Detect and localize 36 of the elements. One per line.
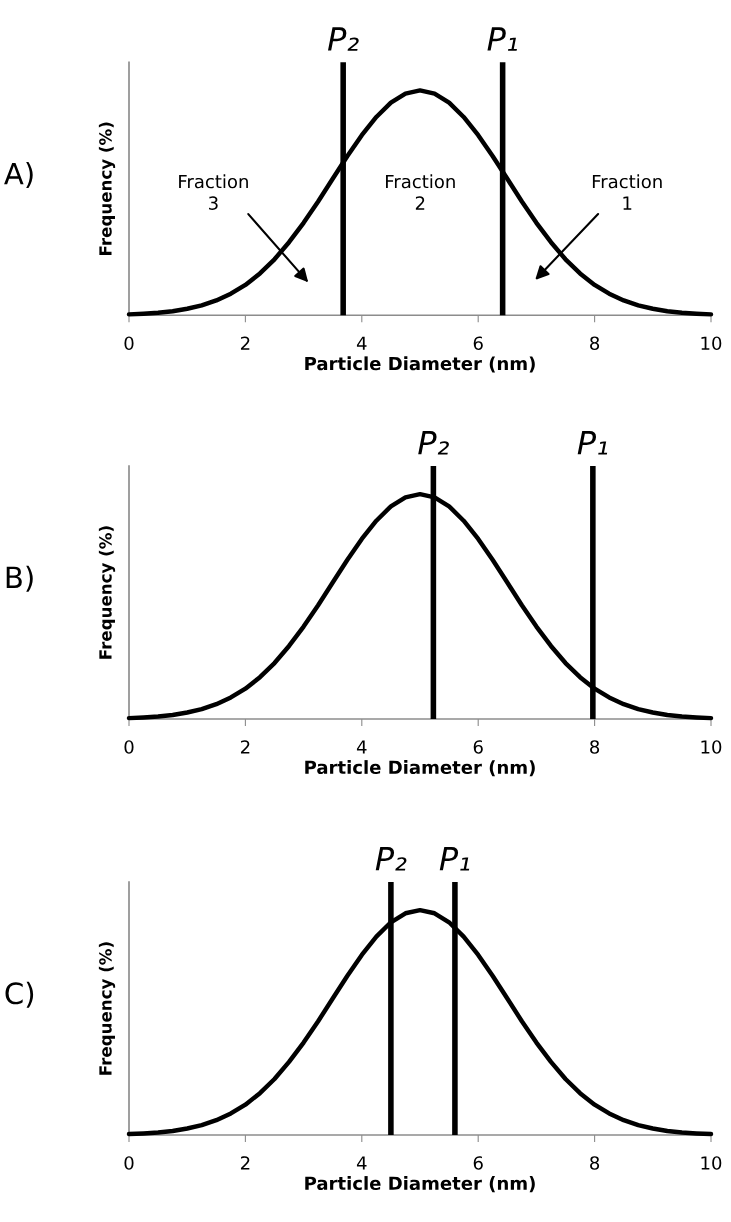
x-tick-label: 0 [124, 1156, 134, 1170]
y-axis-title: Frequency (%) [98, 942, 116, 1075]
x-tick-label: 10 [701, 1156, 722, 1170]
ref-line-label: P₁ [439, 847, 470, 871]
x-tick-label: 4 [356, 1156, 367, 1170]
text: B) [6, 565, 33, 592]
y-axis-title: Frequency (%) [98, 122, 116, 255]
annotation: Fraction 2 [386, 174, 455, 210]
ref-line-label: P₂ [375, 847, 407, 871]
x-tick-label: 10 [701, 740, 722, 754]
x-tick-label: 4 [356, 740, 367, 754]
x-tick-label: 2 [240, 1156, 250, 1170]
ref-line-label: P₁ [577, 431, 608, 455]
annotation: Fraction 1 [592, 174, 662, 210]
x-tick-label: 0 [124, 336, 134, 351]
x-axis-title: Particle Diameter (nm) [305, 760, 535, 777]
x-tick-label: 6 [473, 740, 483, 754]
y-axis-title: Frequency (%) [98, 526, 116, 659]
x-axis-title: Particle Diameter (nm) [305, 356, 535, 373]
x-tick-label: 6 [473, 1156, 483, 1170]
annotation: Fraction 3 [179, 174, 248, 210]
x-tick-label: 10 [701, 336, 722, 351]
text: A) [4, 162, 33, 189]
x-tick-label: 8 [590, 336, 600, 351]
x-tick-label: 4 [356, 336, 367, 350]
ref-line-label: P₂ [328, 27, 359, 51]
x-tick-label: 8 [590, 740, 600, 754]
x-tick-label: 8 [590, 1156, 600, 1170]
x-axis-title: Particle Diameter (nm) [305, 1176, 535, 1193]
x-tick-label: 6 [473, 336, 483, 351]
x-tick-label: 2 [240, 336, 250, 350]
ref-line-label: P₂ [418, 431, 449, 455]
ref-line-label: P₁ [487, 27, 517, 51]
x-tick-label: 2 [240, 740, 250, 754]
x-tick-label: 0 [124, 740, 134, 754]
text: C) [5, 981, 34, 1008]
